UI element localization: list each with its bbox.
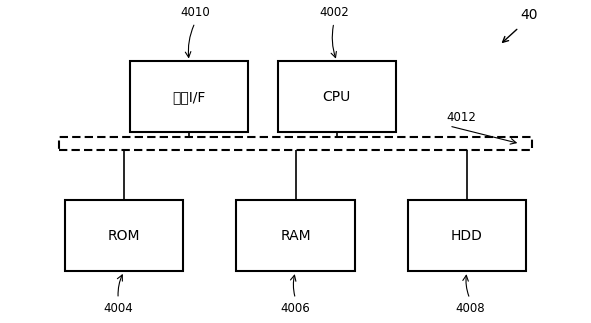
Bar — [278, 61, 396, 132]
Text: 4012: 4012 — [446, 111, 476, 124]
Text: 4010: 4010 — [180, 6, 210, 19]
Text: 40: 40 — [520, 7, 538, 22]
Bar — [130, 61, 248, 132]
Text: 4008: 4008 — [455, 302, 485, 315]
Text: CPU: CPU — [323, 90, 351, 104]
Bar — [59, 137, 532, 150]
Bar — [65, 200, 183, 271]
Text: 4002: 4002 — [319, 6, 349, 19]
Text: ROM: ROM — [108, 229, 140, 243]
Text: 通信I/F: 通信I/F — [173, 90, 206, 104]
Bar — [408, 200, 526, 271]
Text: 4004: 4004 — [103, 302, 133, 315]
Bar — [236, 200, 355, 271]
Text: HDD: HDD — [451, 229, 483, 243]
Text: 4006: 4006 — [281, 302, 310, 315]
Text: RAM: RAM — [280, 229, 311, 243]
